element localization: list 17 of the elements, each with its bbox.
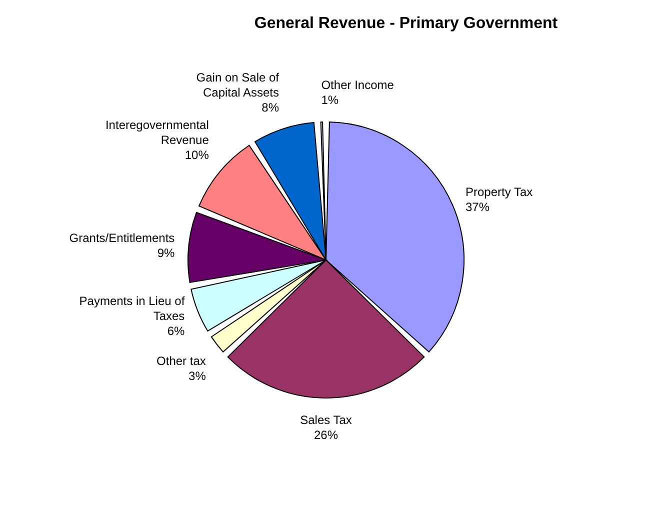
data-label: 1% [321,93,339,108]
slice-label: Interegovernmental Revenue [105,118,210,148]
slice-label: Sales Tax [300,413,352,427]
data-label: 3% [188,369,206,384]
slice-label: Other tax [156,354,206,368]
data-label: 8% [262,100,280,114]
chart-title: General Revenue - Primary Government [254,15,558,32]
slice-label: Grants/Entitlements [69,231,175,246]
data-label: 6% [167,324,186,338]
data-label: 37% [466,200,490,214]
data-label: 9% [157,246,176,260]
slice-label: Payments in Lieu of Taxes [79,294,186,323]
data-label: 10% [184,148,210,162]
slice-label: Other Income [321,78,394,92]
data-label: 26% [314,428,338,442]
slice-label: Property Tax [466,185,533,200]
slice-label: Gain on Sale of Capital Assets [196,70,280,100]
